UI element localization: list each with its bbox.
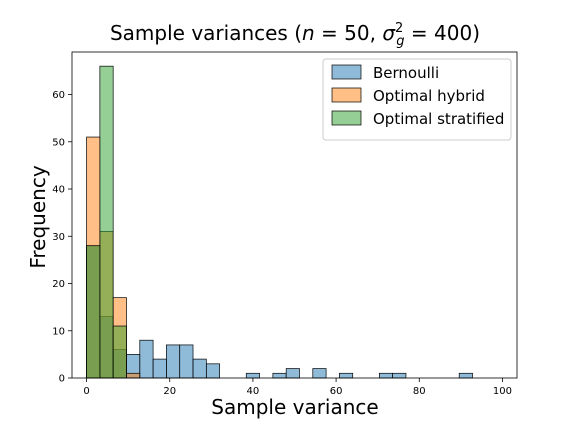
bar-0-12: [286, 369, 299, 378]
legend-label-2: Optimal stratified: [373, 110, 504, 128]
legend-swatch-2: [332, 111, 361, 125]
bar-0-8: [193, 359, 206, 378]
y-tick-label-1: 10: [52, 326, 65, 337]
x-tick-label-1: 20: [163, 386, 176, 397]
legend-swatch-0: [332, 65, 361, 79]
bar-0-9: [206, 364, 219, 378]
bar-0-5: [153, 359, 166, 378]
bar-0-10: [246, 373, 259, 378]
bar-1-3: [126, 373, 139, 378]
legend: Bernoulli Optimal hybrid Optimal stratifie…: [323, 59, 511, 140]
y-tick-label-6: 60: [52, 90, 65, 101]
legend-swatch-1: [332, 88, 361, 102]
chart-title: Sample variances (n = 50, σ2 g = 400): [110, 21, 480, 49]
x-tick-label-0: 0: [83, 386, 89, 397]
x-tick-label-5: 100: [493, 386, 512, 397]
bar-0-14: [339, 373, 352, 378]
y-tick-label-0: 0: [59, 374, 65, 385]
legend-label-0: Bernoulli: [373, 64, 439, 82]
y-tick-label-2: 20: [52, 279, 65, 290]
bar-0-11: [273, 373, 286, 378]
bar-0-7: [180, 345, 193, 378]
bar-2-2: [113, 326, 126, 378]
bar-0-16: [393, 373, 406, 378]
bar-2-1: [100, 66, 113, 378]
y-tick-label-3: 30: [52, 232, 65, 243]
y-tick-label-4: 40: [52, 185, 65, 196]
x-tick-label-4: 80: [413, 386, 426, 397]
bar-0-15: [379, 373, 392, 378]
bar-0-17: [459, 373, 472, 378]
y-tick-label-5: 50: [52, 137, 65, 148]
bar-2-0: [87, 246, 100, 378]
x-axis-label: Sample variance: [211, 395, 378, 419]
bar-0-6: [166, 345, 179, 378]
bar-0-4: [140, 340, 153, 378]
legend-label-1: Optimal hybrid: [373, 87, 485, 105]
bar-0-13: [313, 369, 326, 378]
y-axis-label: Frequency: [26, 165, 50, 268]
